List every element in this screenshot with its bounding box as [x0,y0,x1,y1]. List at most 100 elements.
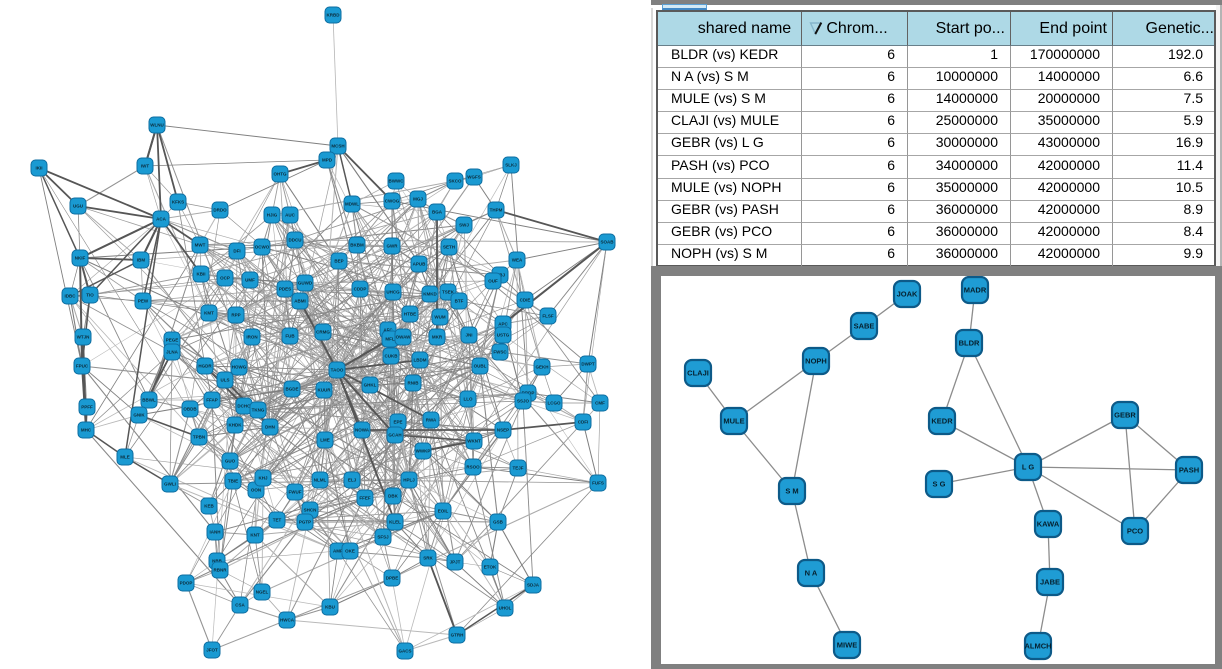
svg-text:MADR: MADR [964,286,987,295]
svg-text:KAWA: KAWA [1037,520,1060,529]
svg-text:DFI: DFI [233,249,240,254]
svg-text:KLEL: KLEL [389,520,401,525]
svg-text:BBWL: BBWL [142,398,156,403]
svg-text:L G: L G [1022,463,1035,472]
svg-text:MULE: MULE [723,417,744,426]
svg-text:JOAK: JOAK [897,290,918,299]
svg-text:WTJN: WTJN [77,335,90,340]
svg-text:USTG: USTG [497,333,510,338]
svg-text:RBNR: RBNR [214,568,228,573]
svg-text:ULS: ULS [221,378,230,383]
svg-text:KRBD: KRBD [327,13,341,18]
svg-text:PDOP: PDOP [180,581,193,586]
svg-text:OHTG: OHTG [274,172,287,177]
svg-text:WLNU: WLNU [150,123,164,128]
svg-text:AFC: AFC [383,328,393,333]
svg-text:CUKB: CUKB [385,354,399,359]
svg-text:PEGE: PEGE [166,338,179,343]
svg-text:DCHO: DCHO [237,404,251,409]
svg-text:KNT: KNT [250,533,259,538]
svg-text:BLDR: BLDR [959,339,980,348]
svg-text:TAOO: TAOO [331,368,344,373]
svg-text:GUWD: GUWD [298,281,313,286]
svg-text:NOWA: NOWA [355,428,370,433]
svg-text:KMKD: KMKD [423,292,437,297]
svg-text:MIWE: MIWE [837,641,857,650]
svg-text:ELJ: ELJ [348,478,357,483]
svg-text:OWAW: OWAW [396,335,412,340]
svg-text:OKE: OKE [345,549,355,554]
svg-text:TBIE: TBIE [228,479,238,484]
svg-text:IBM: IBM [137,258,146,263]
svg-text:OUBL: OUBL [474,364,487,369]
svg-text:JNI: JNI [465,333,472,338]
svg-text:APC: APC [498,322,508,327]
svg-text:SABE: SABE [854,322,875,331]
svg-text:RWA: RWA [426,418,437,423]
svg-text:KBU: KBU [325,605,335,610]
svg-text:S G: S G [933,480,946,489]
svg-text:KHDK: KHDK [229,423,243,428]
svg-text:GCAH: GCAH [388,433,401,438]
svg-text:THPM: THPM [490,208,503,213]
svg-text:TET: TET [273,518,282,523]
svg-text:TKNG: TKNG [252,408,265,413]
svg-text:DHN: DHN [265,425,275,430]
svg-text:IKII: IKII [35,166,42,171]
svg-text:TIO: TIO [86,293,94,298]
svg-text:FUB: FUB [285,334,295,339]
svg-text:SHCN: SHCN [304,508,317,513]
svg-text:MLE: MLE [120,455,130,460]
svg-text:FLSF: FLSF [542,314,553,319]
svg-text:RSOO: RSOO [466,465,480,470]
svg-text:MFL: MFL [385,337,394,342]
svg-text:TEJF: TEJF [512,466,523,471]
svg-text:KUUR: KUUR [318,388,332,393]
svg-text:IANH: IANH [210,530,221,535]
svg-text:LCGO: LCGO [548,401,561,406]
svg-text:WWKP: WWKP [416,449,431,454]
svg-text:LBDM: LBDM [414,358,427,363]
svg-text:ABMI: ABMI [294,299,306,304]
svg-text:GWLI: GWLI [164,482,176,487]
svg-text:PEW: PEW [138,299,149,304]
svg-text:HGDR: HGDR [198,364,212,369]
svg-text:KMT: KMT [204,311,214,316]
svg-text:BGDE: BGDE [285,387,298,392]
svg-text:HWCA: HWCA [280,618,295,623]
svg-text:SLKJ: SLKJ [505,163,517,168]
svg-text:BGA: BGA [432,210,443,215]
svg-text:MGJ: MGJ [413,197,423,202]
svg-text:BEP: BEP [334,259,343,264]
svg-text:DBK: DBK [388,494,398,499]
svg-text:CMF: CMF [595,401,605,406]
svg-text:SOAB: SOAB [600,240,614,245]
svg-text:BTF: BTF [455,299,464,304]
svg-text:SRK: SRK [423,556,433,561]
svg-text:EPE: EPE [393,420,402,425]
svg-text:IDBC: IDBC [65,294,77,299]
svg-text:BWWC: BWWC [389,179,405,184]
svg-text:OBDB: OBDB [183,407,197,412]
svg-text:DRDO: DRDO [213,208,227,213]
svg-text:MKR: MKR [432,335,443,340]
svg-text:UHOL: UHOL [499,606,512,611]
svg-text:MDWL: MDWL [345,202,359,207]
svg-text:WEA: WEA [512,258,523,263]
svg-text:FPUC: FPUC [76,364,89,369]
svg-text:MCSH: MCSH [331,144,344,149]
svg-text:GEKH: GEKH [535,365,548,370]
svg-text:HPLJ: HPLJ [403,478,415,483]
svg-text:HJIG: HJIG [267,213,278,218]
svg-text:TPBN: TPBN [193,435,205,440]
svg-text:N A: N A [805,569,818,578]
svg-text:IRON: IRON [246,335,257,340]
svg-text:CWOG: CWOG [385,199,400,204]
svg-text:NLML: NLML [314,478,327,483]
svg-text:MWT: MWT [195,243,206,248]
svg-text:UMF: UMF [245,278,255,283]
svg-text:SWJ: SWJ [459,223,469,228]
svg-text:SETH: SETH [443,245,455,250]
svg-text:GTRH: GTRH [451,633,464,638]
svg-text:SDJA: SDJA [527,583,540,588]
